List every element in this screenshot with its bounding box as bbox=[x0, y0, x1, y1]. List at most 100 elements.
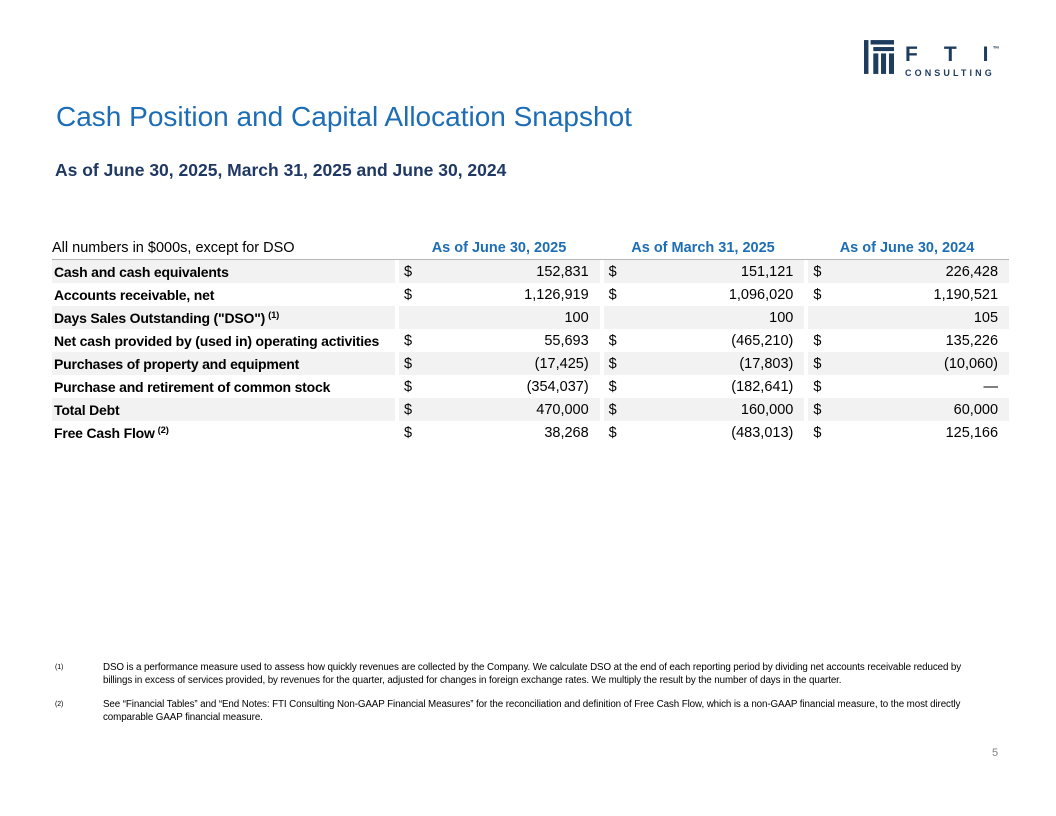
dollar-sign: $ bbox=[813, 355, 822, 372]
dollar-sign: $ bbox=[404, 424, 413, 441]
cell-value: 38,268 bbox=[544, 424, 589, 441]
cash-position-table: All numbers in $000s, except for DSO As … bbox=[52, 240, 1009, 444]
column-header-june-30-2024: As of June 30, 2024 bbox=[839, 240, 975, 256]
footnote-line: DSO is a performance measure used to ass… bbox=[103, 662, 962, 673]
footnote-1-marker: (1) bbox=[55, 664, 64, 671]
table-header-row: All numbers in $000s, except for DSO As … bbox=[52, 240, 1009, 260]
value-cell: 100 bbox=[599, 306, 805, 329]
footnote-2: (2) See “Financial Tables” and “End Note… bbox=[55, 698, 960, 724]
table-row-accounts-receivable: Accounts receivable, net $1,126,919 $1,0… bbox=[52, 283, 1009, 306]
cell-value: 135,226 bbox=[945, 332, 999, 349]
trademark-symbol: ™ bbox=[992, 46, 1000, 53]
cell-value: (10,060) bbox=[944, 355, 999, 372]
cell-value: 100 bbox=[769, 309, 794, 326]
fti-wordmark: FTI™ bbox=[905, 40, 1000, 65]
footnote-2-marker: (2) bbox=[55, 701, 64, 708]
row-label: Net cash provided by (used in) operating… bbox=[54, 332, 380, 349]
value-cell: $1,190,521 bbox=[804, 283, 1009, 306]
row-label: Days Sales Outstanding ("DSO") bbox=[54, 309, 266, 326]
fti-logo: FTI™ CONSULTING bbox=[864, 40, 1000, 78]
table-row-total-debt: Total Debt $470,000 $160,000 $60,000 bbox=[52, 398, 1009, 421]
value-cell: $38,268 bbox=[395, 421, 600, 444]
cell-value: (354,037) bbox=[526, 378, 589, 395]
value-cell: $ (17,803) bbox=[599, 352, 805, 375]
dollar-sign: $ bbox=[404, 263, 413, 280]
dollar-sign: $ bbox=[404, 378, 413, 395]
value-cell: $ — bbox=[804, 375, 1009, 398]
value-cell: $1,126,919 bbox=[395, 283, 600, 306]
footnote-ref-1: (1) bbox=[268, 309, 280, 321]
dollar-sign: $ bbox=[608, 263, 617, 280]
cell-value: 55,693 bbox=[544, 332, 589, 349]
cell-value: (17,425) bbox=[534, 355, 589, 372]
value-cell: $151,121 bbox=[599, 260, 805, 283]
table-row-operating-activities: Net cash provided by (used in) operating… bbox=[52, 329, 1009, 352]
cell-value: 151,121 bbox=[740, 263, 794, 280]
value-cell: $160,000 bbox=[599, 398, 805, 421]
cell-value: (483,013) bbox=[731, 424, 794, 441]
row-label: Purchase and retirement of common stock bbox=[54, 378, 331, 395]
value-cell: $ (10,060) bbox=[804, 352, 1009, 375]
dollar-sign: $ bbox=[813, 424, 822, 441]
dollar-sign: $ bbox=[813, 286, 822, 303]
value-cell: 100 bbox=[395, 306, 600, 329]
cell-value: — bbox=[983, 378, 999, 395]
footnote-line: comparable GAAP financial measure. bbox=[103, 712, 263, 723]
cell-value: 60,000 bbox=[953, 401, 999, 418]
cell-value: 1,096,020 bbox=[728, 286, 794, 303]
dollar-sign: $ bbox=[608, 401, 617, 418]
table-row-common-stock: Purchase and retirement of common stock … bbox=[52, 375, 1009, 398]
value-cell: $ (17,425) bbox=[395, 352, 600, 375]
cell-value: 160,000 bbox=[740, 401, 794, 418]
footnote-ref-2: (2) bbox=[157, 424, 169, 436]
dollar-sign: $ bbox=[404, 332, 413, 349]
footnote-line: See “Financial Tables” and “End Notes: F… bbox=[103, 699, 961, 710]
fti-logo-text: FTI™ CONSULTING bbox=[905, 40, 1000, 78]
value-cell: $226,428 bbox=[804, 260, 1009, 283]
consulting-label: CONSULTING bbox=[905, 68, 995, 78]
value-cell: $60,000 bbox=[804, 398, 1009, 421]
dollar-sign: $ bbox=[608, 332, 617, 349]
value-cell: $ (182,641) bbox=[599, 375, 805, 398]
dollar-sign: $ bbox=[813, 378, 822, 395]
row-label: Total Debt bbox=[54, 401, 120, 418]
table-row-dso: Days Sales Outstanding ("DSO") (1) 100 10… bbox=[52, 306, 1009, 329]
cell-value: 226,428 bbox=[945, 263, 999, 280]
value-cell: $55,693 bbox=[395, 329, 600, 352]
column-header-march-31-2025: As of March 31, 2025 bbox=[631, 240, 775, 256]
dollar-sign: $ bbox=[404, 355, 413, 372]
value-cell: $125,166 bbox=[804, 421, 1009, 444]
value-cell: $ (354,037) bbox=[395, 375, 600, 398]
page-number: 5 bbox=[992, 747, 999, 759]
footnote-1: (1) DSO is a performance measure used to… bbox=[55, 661, 961, 687]
dollar-sign: $ bbox=[813, 263, 822, 280]
value-cell: 105 bbox=[804, 306, 1009, 329]
row-label: Accounts receivable, net bbox=[54, 286, 215, 303]
footnote-1-text: DSO is a performance measure used to ass… bbox=[103, 661, 961, 687]
value-cell: $152,831 bbox=[395, 260, 600, 283]
cell-value: 1,190,521 bbox=[933, 286, 999, 303]
dollar-sign: $ bbox=[813, 332, 822, 349]
value-cell: $135,226 bbox=[804, 329, 1009, 352]
cell-value: 105 bbox=[973, 309, 999, 326]
footnote-2-text: See “Financial Tables” and “End Notes: F… bbox=[103, 698, 960, 724]
dollar-sign: $ bbox=[608, 378, 617, 395]
page-title: Cash Position and Capital Allocation Sna… bbox=[56, 101, 632, 132]
row-label: Purchases of property and equipment bbox=[54, 355, 300, 372]
dollar-sign: $ bbox=[404, 401, 413, 418]
value-cell: $1,096,020 bbox=[599, 283, 805, 306]
dollar-sign: $ bbox=[813, 401, 822, 418]
table-row-property-equipment: Purchases of property and equipment $ (17… bbox=[52, 352, 1009, 375]
value-cell: $470,000 bbox=[395, 398, 600, 421]
table-row-free-cash-flow: Free Cash Flow (2) $38,268 $ (483,013) $12… bbox=[52, 421, 1009, 444]
table-row-cash: Cash and cash equivalents $152,831 $151,… bbox=[52, 260, 1009, 283]
dollar-sign: $ bbox=[608, 355, 617, 372]
fti-letters: FTI bbox=[905, 43, 1015, 66]
subtitle-dates: As of June 30, 2025, March 31, 2025 and … bbox=[55, 160, 507, 180]
cell-value: 1,126,919 bbox=[524, 286, 589, 303]
cell-value: 100 bbox=[564, 309, 589, 326]
dollar-sign: $ bbox=[404, 286, 413, 303]
cell-value: 125,166 bbox=[945, 424, 999, 441]
dollar-sign: $ bbox=[608, 286, 617, 303]
